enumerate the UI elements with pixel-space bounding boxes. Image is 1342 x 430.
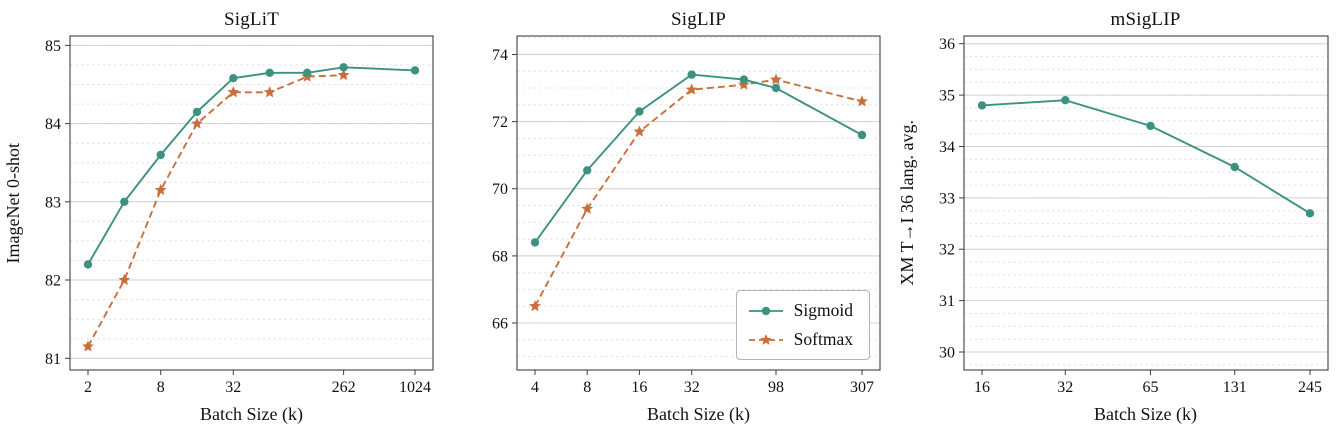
svg-text:16: 16: [974, 379, 990, 396]
svg-text:245: 245: [1298, 379, 1322, 396]
chart-siglip: 4 8 16 32 98 307 66 68 70 72 74 SigLIP Batch Size …: [447, 0, 894, 430]
svg-text:81: 81: [45, 351, 61, 368]
svg-text:2: 2: [84, 379, 92, 396]
svg-text:65: 65: [1143, 379, 1159, 396]
msiglip-title: mSigLIP: [1110, 9, 1181, 30]
legend-item-sigmoid: Sigmoid: [748, 300, 853, 321]
svg-text:4: 4: [531, 379, 539, 396]
chart-msiglip: 16 32 65 131 245 30 31 32 33 34 35 36 mSigLIP XM T→…: [894, 0, 1342, 430]
legend: Sigmoid Softmax: [735, 290, 870, 360]
svg-text:98: 98: [768, 379, 784, 396]
siglit-plot-area: 2 8 32 262 1024 81 82 83 84 85: [45, 35, 434, 396]
svg-text:32: 32: [684, 379, 700, 396]
svg-text:68: 68: [492, 248, 508, 265]
siglip-x-axis-label: Batch Size (k): [647, 404, 750, 424]
svg-text:262: 262: [332, 379, 356, 396]
svg-text:66: 66: [492, 316, 508, 333]
siglit-x-axis-label: Batch Size (k): [200, 404, 303, 424]
svg-text:32: 32: [939, 242, 955, 259]
legend-item-softmax: Softmax: [748, 329, 853, 350]
svg-text:74: 74: [492, 47, 508, 64]
siglip-title: SigLIP: [670, 9, 727, 30]
svg-text:35: 35: [939, 88, 955, 105]
svg-text:131: 131: [1223, 379, 1247, 396]
svg-text:34: 34: [939, 139, 955, 156]
chart-siglit: 2 8 32 262 1024 81 82 83 84 85 SigLiT ImageNet 0-…: [0, 0, 447, 430]
svg-text:8: 8: [157, 379, 165, 396]
siglit-title: SigLiT: [223, 9, 280, 30]
svg-text:31: 31: [939, 293, 955, 310]
siglit-y-axis-label: ImageNet 0-shot: [2, 142, 23, 264]
legend-label-softmax: Softmax: [793, 329, 853, 349]
svg-text:36: 36: [939, 36, 955, 53]
siglip-plot-area: 4 8 16 32 98 307 66 68 70 72 74: [492, 35, 881, 396]
svg-text:82: 82: [45, 273, 61, 290]
msiglip-y-axis-label: XM T→I 36 lang. avg.: [896, 120, 917, 286]
svg-text:307: 307: [850, 379, 874, 396]
svg-text:33: 33: [939, 190, 955, 207]
svg-text:8: 8: [583, 379, 591, 396]
svg-text:72: 72: [492, 114, 508, 131]
svg-text:1024: 1024: [399, 379, 431, 396]
svg-text:83: 83: [45, 194, 61, 211]
sigmoid-line-sample-icon: [748, 306, 783, 315]
svg-text:32: 32: [225, 379, 241, 396]
softmax-line-sample-icon: [748, 333, 783, 345]
svg-text:84: 84: [45, 116, 61, 133]
svg-text:85: 85: [45, 38, 61, 55]
svg-text:16: 16: [631, 379, 647, 396]
svg-text:70: 70: [492, 181, 508, 198]
legend-label-sigmoid: Sigmoid: [793, 300, 853, 320]
svg-text:32: 32: [1057, 379, 1073, 396]
msiglip-plot-area: 16 32 65 131 245 30 31 32 33 34 35 36: [939, 35, 1329, 396]
msiglip-x-axis-label: Batch Size (k): [1094, 404, 1197, 424]
svg-text:30: 30: [939, 345, 955, 362]
